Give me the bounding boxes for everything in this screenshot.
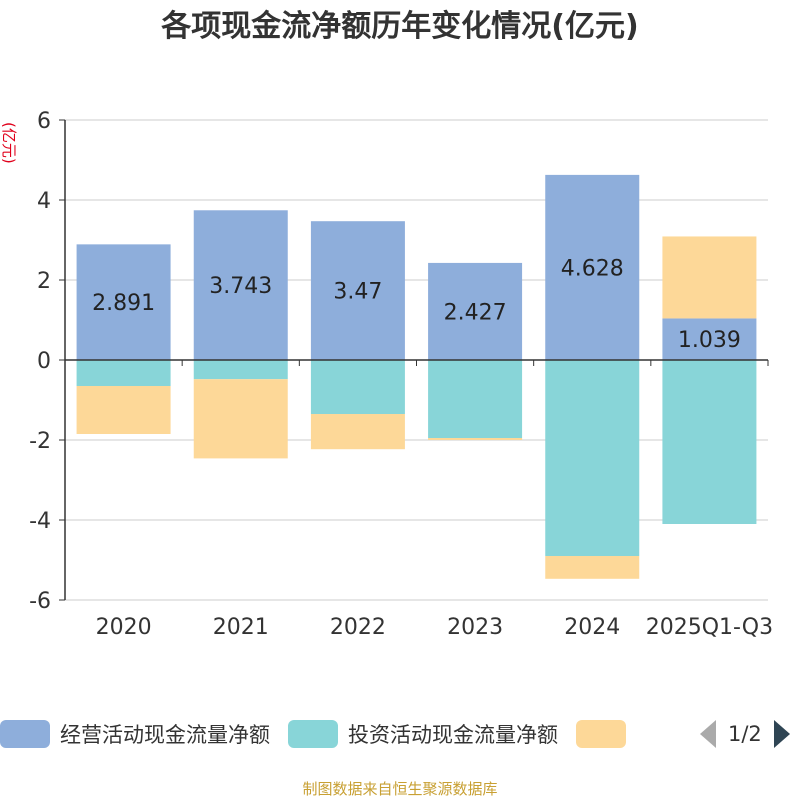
legend-item-investing[interactable]: 投资活动现金流量净额	[288, 719, 558, 749]
y-tick-label: 4	[37, 189, 51, 214]
legend-prev-icon[interactable]	[700, 720, 716, 748]
data-label: 2.427	[444, 300, 507, 325]
bar-2-2021	[193, 379, 288, 459]
bar-2-2020	[76, 386, 171, 434]
bar-chart: 6 4 2 0 -2 -4 -6 2.891 3.743 3.47 2.427 4.628 1.039 2…	[0, 109, 773, 640]
bar-1-2024	[545, 360, 640, 556]
y-tick-label: 2	[37, 269, 51, 294]
y-tick-label: 0	[37, 349, 51, 374]
bar-2-2023	[428, 438, 523, 440]
bar-0-2023	[428, 262, 523, 360]
bar-1-2021	[193, 360, 288, 380]
y-tick-label: -6	[29, 589, 51, 614]
bar-1-2025Q1-Q3	[662, 360, 757, 524]
data-label: 3.47	[333, 280, 382, 305]
source-note: 制图数据来自恒生聚源数据库	[302, 780, 498, 798]
legend-page-indicator: 1/2	[728, 722, 762, 746]
bar-2-2025Q1-Q3	[662, 236, 757, 319]
bar-0-2021	[193, 210, 288, 360]
legend-next-icon[interactable]	[773, 720, 790, 748]
bar-0-2024	[545, 174, 640, 360]
x-tick-label: 2020	[96, 615, 152, 640]
x-tick-label: 2021	[213, 615, 269, 640]
legend: 经营活动现金流量净额 投资活动现金流量净额	[0, 716, 654, 752]
x-tick-label: 2023	[447, 615, 503, 640]
legend-label-operating: 经营活动现金流量净额	[60, 723, 270, 747]
bar-1-2020	[76, 360, 171, 386]
y-tick-label: 6	[37, 109, 51, 134]
x-tick-label: 2022	[330, 615, 386, 640]
legend-label-investing: 投资活动现金流量净额	[348, 723, 558, 747]
legend-swatch-operating	[0, 720, 50, 748]
bar-1-2022	[310, 360, 405, 414]
bar-0-2025Q1-Q3	[662, 318, 757, 360]
y-tick-label: -2	[29, 429, 51, 454]
bar-1-2023	[428, 360, 523, 438]
legend-item-operating[interactable]: 经营活动现金流量净额	[0, 719, 270, 749]
bar-2-2024	[545, 556, 640, 579]
chart-title: 各项现金流净额历年变化情况(亿元)	[161, 9, 639, 44]
data-label: 3.743	[209, 274, 272, 299]
legend-swatch-financing	[576, 720, 626, 748]
y-axis-unit-label: (亿元)	[0, 122, 18, 164]
legend-pager: 1/2	[700, 716, 790, 752]
bar-0-2020	[76, 244, 171, 360]
data-label: 4.628	[561, 256, 624, 281]
y-tick-label: -4	[29, 509, 51, 534]
bar-0-2022	[310, 221, 405, 360]
legend-item-financing[interactable]	[576, 720, 636, 748]
legend-swatch-investing	[288, 720, 338, 748]
bar-2-2022	[310, 414, 405, 450]
data-label: 1.039	[678, 328, 741, 353]
data-label: 2.891	[92, 291, 155, 316]
x-tick-label: 2025Q1-Q3	[646, 615, 773, 640]
x-tick-label: 2024	[564, 615, 620, 640]
